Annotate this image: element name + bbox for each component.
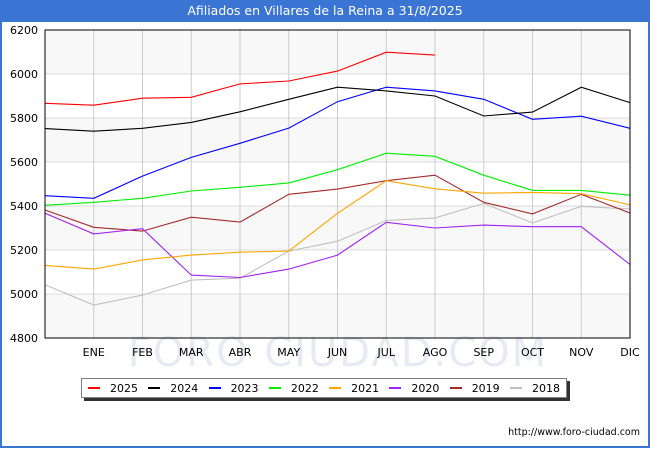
legend-swatch [329, 387, 342, 389]
legend-swatch [208, 387, 221, 389]
y-tick-label: 5000 [10, 288, 38, 301]
x-tick-label: DIC [620, 346, 640, 359]
legend-swatch [509, 387, 522, 389]
series-line-2022 [44, 152, 631, 206]
legend-label: 2021 [351, 381, 380, 395]
y-tick-label: 5600 [10, 156, 38, 169]
x-tick-label: OCT [521, 346, 544, 359]
legend-item-2022: 2022 [268, 381, 319, 395]
series-line-2019 [44, 174, 631, 232]
legend-label: 2024 [170, 381, 199, 395]
series-line-2023 [44, 86, 631, 199]
x-tick-label: JUN [327, 346, 348, 359]
x-tick-label: MAY [277, 346, 300, 359]
source-url: http://www.foro-ciudad.com [508, 427, 640, 438]
legend-label: 2018 [531, 381, 560, 395]
legend-label: 2019 [471, 381, 500, 395]
x-axis-ticks: ENE FEB MAR ABR MAY JUN JUL AGO SEP OCT NOV DIC [83, 346, 640, 359]
series-lines [44, 51, 631, 306]
x-tick-label: FEB [132, 346, 153, 359]
legend-item-2019: 2019 [449, 381, 500, 395]
x-tick-label: SEP [473, 346, 494, 359]
legend-label: 2022 [290, 381, 319, 395]
legend-item-2024: 2024 [148, 382, 198, 395]
chart-title: Afiliados en Villares de la Reina a 31/8… [0, 0, 650, 22]
y-tick-label: 4800 [10, 332, 38, 345]
y-tick-label: 5800 [10, 112, 38, 125]
x-tick-label: MAR [179, 346, 204, 359]
series-line-2018 [44, 202, 631, 306]
legend-item-2021: 2021 [329, 382, 379, 395]
series-line-2020 [44, 212, 631, 279]
y-tick-label: 5200 [10, 244, 38, 257]
legend-item-2018: 2018 [509, 381, 560, 395]
legend: 2025 2024 2023 2022 2021 2020 2019 2018 [81, 378, 567, 398]
x-tick-label: ENE [83, 346, 105, 359]
x-tick-label: JUL [377, 346, 396, 359]
legend-item-2025: 2025 [88, 382, 138, 395]
legend-label: 2020 [411, 381, 440, 395]
y-tick-label: 6200 [10, 24, 38, 37]
legend-item-2023: 2023 [208, 381, 259, 395]
y-tick-label: 5400 [10, 200, 38, 213]
series-line-2021 [44, 180, 631, 270]
x-tick-label: AGO [423, 346, 448, 359]
y-axis-ticks: 4800 5000 5200 5400 5600 5800 6000 6200 [10, 24, 38, 345]
legend-swatch [389, 387, 402, 389]
x-tick-label: ABR [229, 346, 252, 359]
legend-swatch [268, 387, 281, 389]
legend-swatch [449, 387, 462, 389]
legend-label: 2023 [230, 381, 259, 395]
legend-item-2020: 2020 [389, 382, 439, 395]
x-tick-label: NOV [569, 346, 594, 359]
plot-border [44, 29, 631, 339]
series-line-2025 [44, 51, 436, 106]
legend-swatch [148, 387, 161, 389]
legend-swatch [88, 387, 100, 389]
series-line-2024 [44, 86, 631, 132]
y-tick-label: 6000 [10, 68, 38, 81]
legend-label: 2025 [110, 381, 138, 395]
